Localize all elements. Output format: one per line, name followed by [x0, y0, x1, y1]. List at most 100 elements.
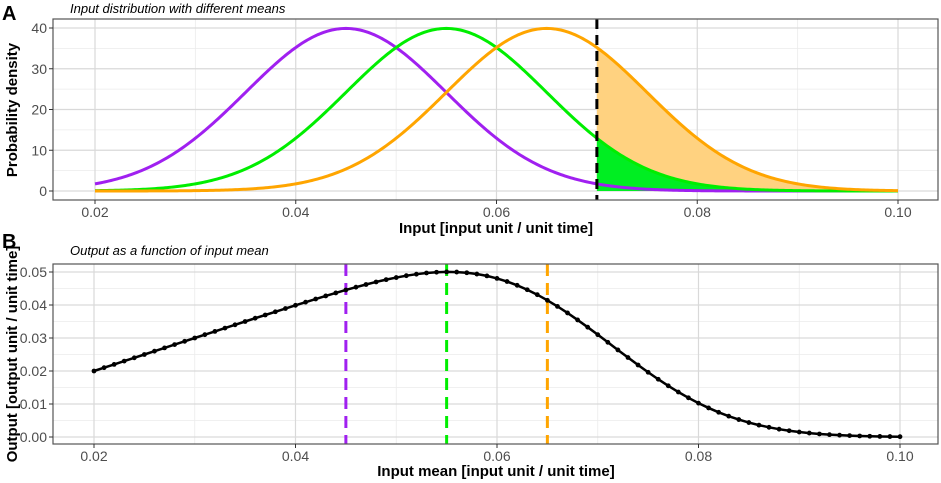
output-point — [514, 282, 520, 288]
x-tick-label: 0.04 — [282, 204, 309, 220]
output-point — [494, 276, 500, 281]
output-point — [897, 434, 903, 440]
output-point — [141, 352, 147, 357]
panel-b-title: Output as a function of input mean — [70, 243, 269, 258]
y-tick-label: 10 — [31, 142, 47, 158]
y-tick-label: 40 — [31, 20, 47, 36]
output-point — [544, 297, 550, 303]
output-point — [746, 420, 752, 425]
output-point — [152, 348, 157, 354]
output-point — [232, 322, 238, 328]
y-tick-label: 30 — [31, 61, 47, 77]
shaded-tail-area — [596, 138, 898, 191]
output-point — [91, 368, 97, 374]
panel-a-ylabel: Probability density — [4, 42, 21, 177]
output-point — [857, 433, 863, 439]
output-point — [434, 269, 439, 275]
output-point — [786, 428, 792, 434]
output-point — [665, 383, 671, 389]
output-point — [675, 389, 681, 395]
panel-b-ticks: 0.02 0.04 0.06 0.08 0.10 0.00 0.01 0.02 0.03 0.04… — [20, 264, 914, 464]
output-point — [182, 338, 188, 344]
output-point — [313, 296, 319, 302]
y-tick-label: 20 — [31, 102, 47, 118]
output-point — [454, 269, 460, 275]
x-tick-label: 0.06 — [483, 204, 510, 220]
output-point — [847, 433, 853, 439]
panel-b-label: B — [2, 231, 16, 253]
output-point — [575, 317, 580, 323]
output-point — [796, 429, 802, 435]
panel-a-curves — [94, 19, 899, 200]
y-tick-label: 0.05 — [20, 264, 47, 280]
panel-b-grid — [53, 264, 938, 444]
output-point — [464, 270, 470, 276]
output-point — [484, 273, 490, 279]
output-point — [605, 339, 611, 345]
output-point — [393, 275, 399, 280]
output-point — [172, 342, 178, 347]
panel-b-mean-lines — [344, 264, 549, 444]
output-point — [595, 332, 601, 338]
output-point — [776, 426, 782, 432]
output-point — [615, 347, 621, 353]
output-point — [262, 312, 268, 318]
output-point — [222, 325, 228, 331]
output-point — [524, 287, 530, 293]
output-point — [867, 433, 873, 439]
x-tick-label: 0.10 — [884, 204, 911, 220]
output-point — [706, 405, 711, 411]
output-point — [534, 292, 540, 298]
panel-a-title: Input distribution with different means — [70, 1, 286, 16]
panel-b-curve — [91, 269, 903, 440]
panel-a-xlabel: Input [input unit / unit time] — [399, 220, 593, 237]
output-point — [252, 315, 258, 321]
output-point — [373, 279, 379, 285]
output-point — [121, 358, 127, 364]
y-tick-label: 0.00 — [20, 429, 47, 445]
output-point — [343, 287, 349, 293]
output-point — [756, 422, 762, 428]
shaded-tail-area — [596, 47, 898, 191]
panel-a-ticks: 0.02 0.04 0.06 0.08 0.10 0 10 20 30 40 — [31, 20, 911, 220]
output-point — [716, 409, 722, 415]
output-point — [736, 417, 742, 422]
output-point — [837, 432, 842, 438]
output-point — [303, 299, 308, 305]
output-point — [242, 319, 248, 324]
output-point — [333, 290, 339, 296]
output-point — [424, 270, 429, 276]
output-point — [625, 355, 631, 360]
y-tick-label: 0.02 — [20, 363, 47, 379]
output-point — [827, 432, 832, 438]
x-tick-label: 0.02 — [81, 204, 108, 220]
panel-b-border — [52, 263, 939, 445]
output-point — [353, 284, 359, 290]
x-tick-label: 0.10 — [886, 448, 913, 464]
output-point — [162, 345, 167, 351]
y-tick-label: 0 — [39, 183, 47, 199]
output-point — [202, 332, 208, 338]
panel-b-xlabel: Input mean [input unit / unit time] — [377, 463, 614, 480]
output-point — [504, 279, 510, 284]
x-tick-label: 0.06 — [483, 448, 510, 464]
x-tick-label: 0.02 — [80, 448, 107, 464]
output-point — [655, 376, 661, 382]
output-point — [111, 362, 117, 367]
output-point — [565, 310, 570, 316]
output-point — [293, 302, 298, 308]
output-point — [272, 309, 278, 315]
output-point — [555, 303, 560, 309]
output-point — [414, 271, 419, 277]
output-point — [192, 335, 198, 341]
y-tick-label: 0.04 — [20, 297, 47, 313]
output-point — [696, 400, 701, 406]
output-point — [444, 269, 450, 275]
x-tick-label: 0.04 — [282, 448, 309, 464]
panel-a-label: A — [2, 3, 16, 25]
panel-b-ylabel: Output [output unit / unit time] — [4, 246, 21, 463]
output-point — [474, 271, 480, 277]
output-point — [212, 329, 218, 334]
x-tick-label: 0.08 — [684, 204, 711, 220]
